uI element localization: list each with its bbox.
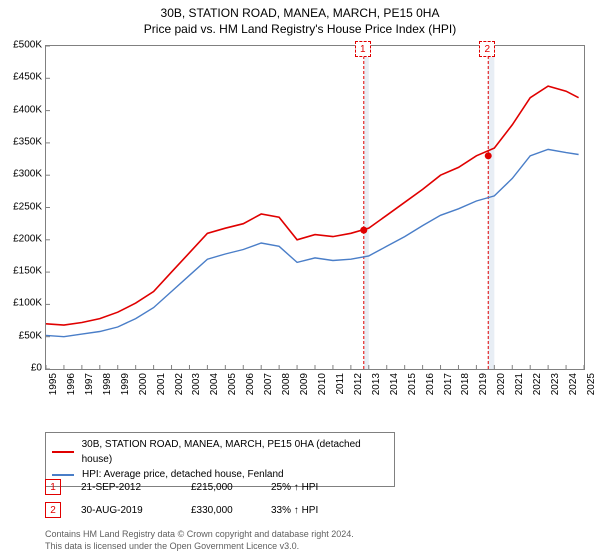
legend-swatch-1 xyxy=(52,451,74,453)
sale-date-1: 21-SEP-2012 xyxy=(81,482,171,493)
sale-row-2: 2 30-AUG-2019 £330,000 33% ↑ HPI xyxy=(45,502,351,518)
chart-title: 30B, STATION ROAD, MANEA, MARCH, PE15 0H… xyxy=(0,0,600,20)
plot-svg xyxy=(46,46,584,369)
sale-pct-2: 33% ↑ HPI xyxy=(271,505,351,516)
sale-pct-1: 25% ↑ HPI xyxy=(271,482,351,493)
chart-subtitle: Price paid vs. HM Land Registry's House … xyxy=(0,20,600,40)
legend-swatch-2 xyxy=(52,474,74,476)
sale-numbox-1: 1 xyxy=(45,479,61,495)
chart-area: £0£50K£100K£150K£200K£250K£300K£350K£400… xyxy=(45,45,585,395)
sale-price-2: £330,000 xyxy=(191,505,251,516)
sale-date-2: 30-AUG-2019 xyxy=(81,505,171,516)
legend-label-1: 30B, STATION ROAD, MANEA, MARCH, PE15 0H… xyxy=(82,437,388,467)
sale-row-1: 1 21-SEP-2012 £215,000 25% ↑ HPI xyxy=(45,479,351,495)
sale-price-1: £215,000 xyxy=(191,482,251,493)
credit-text: Contains HM Land Registry data © Crown c… xyxy=(45,528,354,552)
plot-area xyxy=(45,45,585,370)
sale-numbox-2: 2 xyxy=(45,502,61,518)
legend-item-1: 30B, STATION ROAD, MANEA, MARCH, PE15 0H… xyxy=(52,437,388,467)
chart-container: 30B, STATION ROAD, MANEA, MARCH, PE15 0H… xyxy=(0,0,600,560)
